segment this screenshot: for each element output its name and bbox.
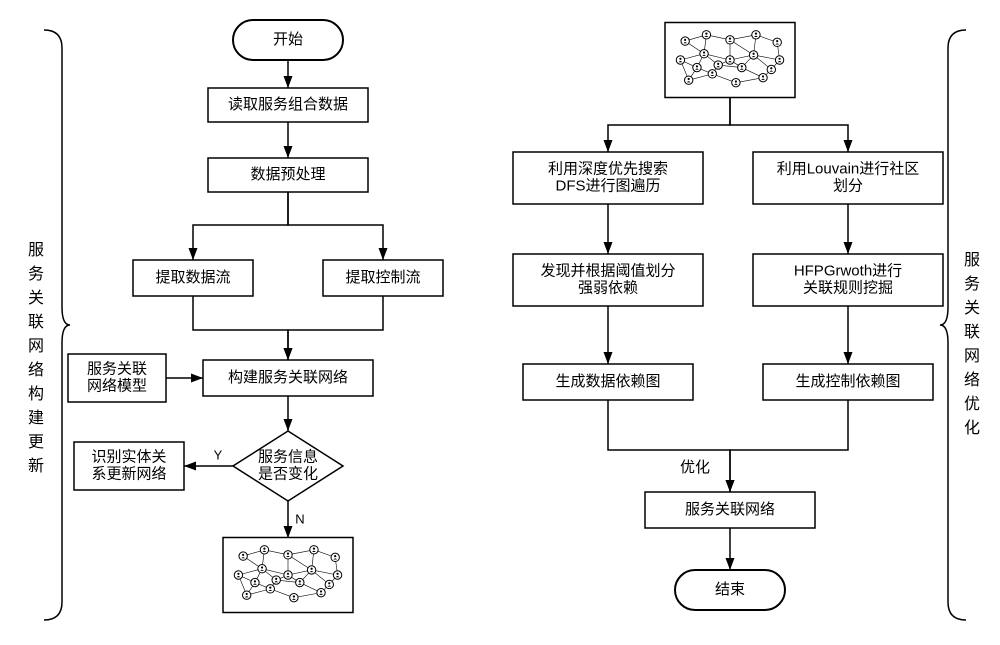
svg-text:构: 构 (28, 385, 44, 403)
svg-text:务: 务 (28, 265, 44, 283)
svg-text:读取服务组合数据: 读取服务组合数据 (228, 96, 348, 113)
svg-text:提取数据流: 提取数据流 (155, 269, 230, 286)
svg-text:HFPGrwoth进行: HFPGrwoth进行 (794, 262, 902, 279)
svg-text:联: 联 (28, 313, 44, 331)
node-update: 识别实体关系更新网络 (74, 442, 184, 490)
svg-text:发现并根据阈值划分: 发现并根据阈值划分 (540, 262, 675, 279)
svg-text:关: 关 (28, 289, 44, 307)
svg-text:是否变化: 是否变化 (258, 466, 318, 483)
svg-text:开始: 开始 (273, 31, 303, 48)
svg-text:建: 建 (28, 409, 44, 427)
node-read: 读取服务组合数据 (208, 88, 368, 122)
svg-text:优: 优 (964, 395, 980, 413)
svg-text:服务关联网络: 服务关联网络 (685, 501, 775, 518)
svg-text:关联规则挖掘: 关联规则挖掘 (803, 280, 893, 297)
svg-text:数据预处理: 数据预处理 (250, 166, 325, 183)
svg-text:系更新网络: 系更新网络 (91, 466, 166, 483)
svg-text:N: N (295, 511, 304, 526)
node-prep: 数据预处理 (208, 158, 368, 192)
node-chk: 服务信息是否变化 (233, 431, 343, 501)
svg-text:关: 关 (964, 299, 980, 317)
svg-text:网络模型: 网络模型 (87, 378, 147, 395)
svg-text:生成控制依赖图: 生成控制依赖图 (795, 373, 900, 390)
node-hfp: HFPGrwoth进行关联规则挖掘 (753, 254, 943, 306)
svg-text:新: 新 (28, 457, 44, 475)
node-build: 构建服务关联网络 (203, 360, 373, 396)
svg-text:Y: Y (214, 447, 223, 462)
node-model: 服务关联网络模型 (68, 354, 166, 402)
node-end: 结束 (675, 570, 785, 610)
svg-text:联: 联 (964, 323, 980, 341)
svg-text:服: 服 (964, 251, 980, 269)
svg-text:络: 络 (964, 370, 980, 389)
svg-text:利用Louvain进行社区: 利用Louvain进行社区 (777, 160, 920, 177)
node-ddg: 生成数据依赖图 (523, 364, 693, 400)
svg-text:强弱依赖: 强弱依赖 (578, 280, 638, 297)
svg-text:服务信息: 服务信息 (258, 448, 318, 465)
node-cdg: 生成控制依赖图 (763, 364, 933, 400)
svg-text:务: 务 (964, 275, 980, 293)
svg-text:更: 更 (28, 434, 44, 451)
nodes-layer: 开始读取服务组合数据数据预处理提取数据流 提取控制流服务关联网络模型 构建服务关联网… (68, 20, 943, 610)
svg-text:DFS进行图遍历: DFS进行图遍历 (555, 178, 660, 195)
node-dflow: 提取数据流 (133, 260, 253, 296)
node-start: 开始 (233, 20, 343, 60)
svg-text:络: 络 (28, 360, 44, 379)
svg-text:服务关联: 服务关联 (87, 360, 147, 377)
node-cflow: 提取控制流 (323, 260, 443, 296)
svg-text:识别实体关: 识别实体关 (91, 448, 166, 465)
svg-text:化: 化 (964, 419, 980, 437)
svg-text:网: 网 (964, 348, 980, 365)
svg-text:优化: 优化 (680, 459, 710, 476)
svg-text:结束: 结束 (715, 581, 745, 598)
svg-text:利用深度优先搜索: 利用深度优先搜索 (548, 160, 668, 177)
node-louvain: 利用Louvain进行社区划分 (753, 152, 943, 204)
node-san: 服务关联网络 (645, 492, 815, 528)
node-thresh: 发现并根据阈值划分强弱依赖 (513, 254, 703, 306)
flowchart-canvas: 服务关联网络构建更新服务关联网络优化YN开始读取服务组合数据数据预处理提取数据流… (0, 0, 1000, 645)
svg-text:服: 服 (28, 241, 44, 259)
svg-text:提取控制流: 提取控制流 (345, 269, 420, 286)
svg-text:构建服务关联网络: 构建服务关联网络 (228, 369, 348, 386)
svg-text:网: 网 (28, 338, 44, 355)
svg-text:生成数据依赖图: 生成数据依赖图 (555, 373, 660, 390)
svg-text:划分: 划分 (833, 178, 863, 195)
node-dfs: 利用深度优先搜索DFS进行图遍历 (513, 152, 703, 204)
